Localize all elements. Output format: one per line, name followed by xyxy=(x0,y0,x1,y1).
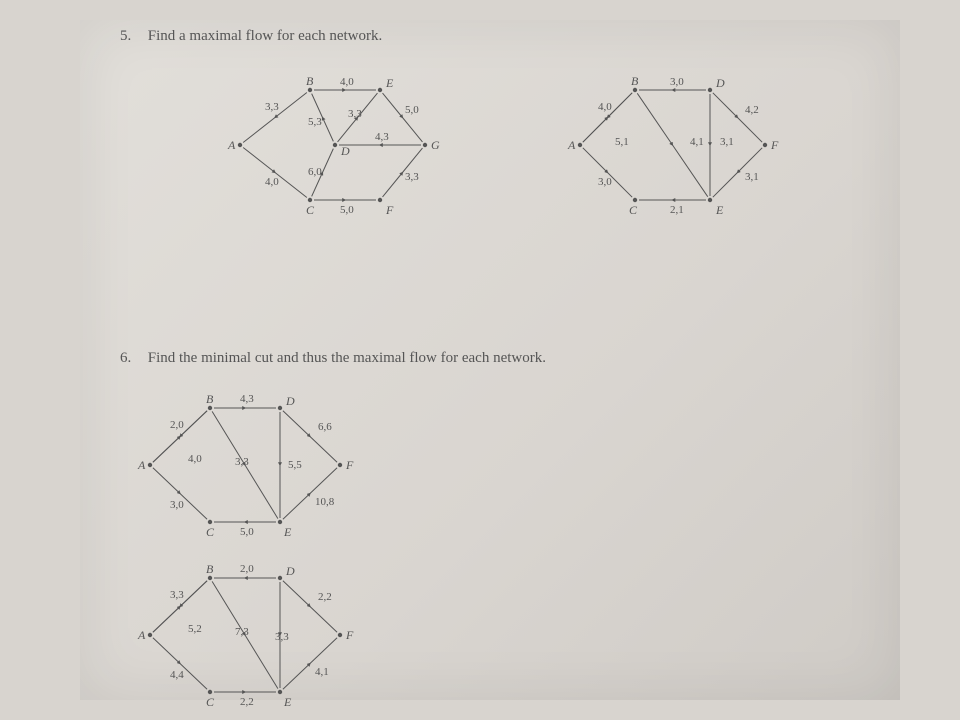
graph-5b: 4,0 5,1 3,0 3,0 4,1 2,1 3,1 4,2 3,1 A B C D E F xyxy=(560,75,780,215)
svg-text:4,3: 4,3 xyxy=(240,393,254,405)
svg-text:D: D xyxy=(715,76,725,90)
svg-text:4,0: 4,0 xyxy=(340,76,354,88)
svg-text:5,3: 5,3 xyxy=(308,116,322,128)
svg-text:4,3: 4,3 xyxy=(375,131,389,143)
svg-text:C: C xyxy=(206,695,215,709)
svg-text:4,1: 4,1 xyxy=(315,666,329,678)
svg-text:2,0: 2,0 xyxy=(170,419,184,431)
q6-text: Find the minimal cut and thus the maxima… xyxy=(148,350,546,366)
svg-text:E: E xyxy=(385,76,394,90)
svg-text:3,3: 3,3 xyxy=(405,171,419,183)
svg-text:E: E xyxy=(283,695,292,709)
svg-text:D: D xyxy=(285,564,295,578)
svg-text:B: B xyxy=(306,75,314,88)
svg-text:4,0: 4,0 xyxy=(598,101,612,113)
svg-text:2,2: 2,2 xyxy=(318,591,332,603)
svg-text:3,0: 3,0 xyxy=(598,176,612,188)
q6-number: 6. xyxy=(120,350,144,367)
worksheet-page: 5. Find a maximal flow for each network.… xyxy=(80,20,900,700)
svg-text:C: C xyxy=(206,525,215,539)
svg-text:2,0: 2,0 xyxy=(240,563,254,575)
svg-text:5,1: 5,1 xyxy=(615,136,629,148)
svg-text:5,0: 5,0 xyxy=(405,104,419,116)
svg-text:5,0: 5,0 xyxy=(340,204,354,215)
svg-text:5,2: 5,2 xyxy=(188,623,202,635)
svg-text:5,5: 5,5 xyxy=(288,459,302,471)
svg-text:2,1: 2,1 xyxy=(670,204,684,215)
svg-text:E: E xyxy=(283,525,292,539)
svg-text:F: F xyxy=(345,458,354,472)
svg-text:10,8: 10,8 xyxy=(315,496,335,508)
svg-text:4,0: 4,0 xyxy=(188,453,202,465)
q5-number: 5. xyxy=(120,28,144,45)
svg-text:7,3: 7,3 xyxy=(235,626,249,638)
svg-text:3,3: 3,3 xyxy=(275,631,289,643)
svg-text:5,0: 5,0 xyxy=(240,526,254,538)
svg-text:F: F xyxy=(770,138,779,152)
svg-text:4,2: 4,2 xyxy=(745,104,759,116)
svg-text:3,3: 3,3 xyxy=(235,456,249,468)
svg-text:D: D xyxy=(285,394,295,408)
q5-text: Find a maximal flow for each network. xyxy=(148,28,383,44)
svg-text:4,1: 4,1 xyxy=(690,136,704,148)
svg-text:B: B xyxy=(206,562,214,576)
svg-text:D: D xyxy=(340,144,350,158)
svg-text:G: G xyxy=(431,138,440,152)
svg-text:C: C xyxy=(629,203,638,215)
svg-text:3,3: 3,3 xyxy=(348,108,362,120)
svg-text:A: A xyxy=(137,628,146,642)
svg-text:3,3: 3,3 xyxy=(265,101,279,113)
svg-text:2,2: 2,2 xyxy=(240,696,254,708)
svg-text:3,1: 3,1 xyxy=(745,171,759,183)
graph-5a: 3,3 4,0 5,3 4,0 3,3 6,0 5,0 5,0 4,3 3,3 A B C D E F G xyxy=(220,75,440,215)
svg-text:A: A xyxy=(137,458,146,472)
svg-text:3,0: 3,0 xyxy=(170,499,184,511)
svg-text:4,4: 4,4 xyxy=(170,669,184,681)
svg-text:3,3: 3,3 xyxy=(170,589,184,601)
svg-text:C: C xyxy=(306,203,315,215)
svg-text:6,0: 6,0 xyxy=(308,166,322,178)
svg-text:F: F xyxy=(345,628,354,642)
svg-text:6,6: 6,6 xyxy=(318,421,332,433)
graph-6b: 3,3 5,2 4,4 2,0 7,3 2,2 3,3 2,2 4,1 A B C D E F xyxy=(130,560,360,710)
svg-text:4,0: 4,0 xyxy=(265,176,279,188)
svg-text:A: A xyxy=(227,138,236,152)
svg-text:3,1: 3,1 xyxy=(720,136,734,148)
question-6: 6. Find the minimal cut and thus the max… xyxy=(120,350,546,367)
svg-text:E: E xyxy=(715,203,724,215)
svg-text:B: B xyxy=(631,75,639,88)
svg-text:A: A xyxy=(567,138,576,152)
question-5: 5. Find a maximal flow for each network. xyxy=(120,28,382,45)
svg-text:B: B xyxy=(206,392,214,406)
svg-text:F: F xyxy=(385,203,394,215)
graph-6a: 2,0 4,0 3,0 4,3 3,3 5,0 5,5 6,6 10,8 A B C D E F xyxy=(130,390,360,540)
svg-text:3,0: 3,0 xyxy=(670,76,684,88)
